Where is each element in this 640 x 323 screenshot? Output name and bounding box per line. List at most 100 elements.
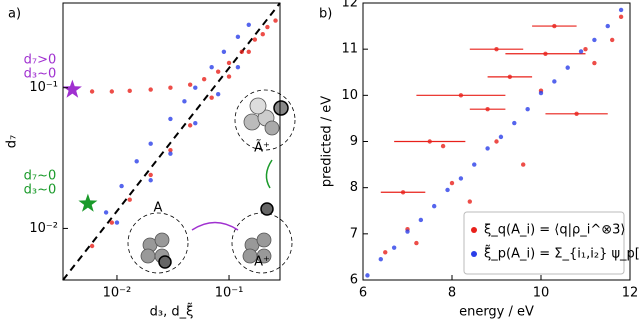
- x-axis-label: d₃, d_ξ̃: [150, 303, 194, 319]
- point: [209, 64, 214, 70]
- x-tick-label: 10⁻¹: [215, 286, 244, 301]
- point: [391, 245, 397, 250]
- plot-frame: [62, 2, 281, 281]
- arrow: [265, 159, 273, 189]
- point: [605, 23, 610, 29]
- y-tick-label: 10: [341, 88, 358, 103]
- point: [221, 49, 227, 54]
- point: [400, 190, 406, 195]
- point: [432, 203, 437, 209]
- point: [215, 69, 221, 74]
- point: [265, 24, 270, 30]
- annotation: d₃~0: [24, 67, 57, 82]
- point: [467, 199, 472, 204]
- point: [127, 197, 132, 202]
- point: [134, 159, 139, 164]
- point: [414, 240, 419, 246]
- point: [89, 243, 95, 249]
- point: [168, 147, 173, 153]
- point: [543, 51, 548, 56]
- point: [201, 76, 207, 82]
- point: [574, 111, 579, 117]
- point: [618, 7, 624, 13]
- point: [498, 134, 504, 140]
- panel-label: b): [319, 7, 332, 22]
- point: [168, 85, 173, 90]
- star-marker: [62, 79, 82, 98]
- point: [260, 32, 265, 37]
- point: [119, 183, 124, 189]
- legend-swatch: [471, 227, 477, 233]
- point: [193, 120, 198, 126]
- y-axis-label: d₇: [5, 135, 20, 148]
- point: [187, 82, 193, 87]
- point: [440, 143, 446, 149]
- point: [485, 146, 490, 151]
- point: [418, 217, 424, 223]
- point: [552, 79, 557, 84]
- point: [89, 89, 95, 94]
- point: [494, 139, 499, 144]
- point: [405, 229, 410, 234]
- y-tick-label: 12: [341, 0, 358, 11]
- x-tick-label: 6: [359, 286, 367, 301]
- point: [114, 220, 120, 225]
- point: [494, 46, 499, 52]
- diagonal: [62, 2, 281, 281]
- arrow: [191, 221, 239, 231]
- point: [109, 220, 115, 225]
- y-tick-label: 8: [350, 180, 358, 195]
- point: [507, 74, 513, 80]
- legend-label: ξ̃_p(A_i) = Σ_{i₁,i₂} ψ_p[|ρ_{i₁i₂}^⊗1⟩]: [484, 245, 640, 261]
- point: [148, 172, 153, 178]
- point: [209, 95, 214, 100]
- illustration: [127, 89, 296, 274]
- y-axis-label: predicted / eV: [320, 96, 335, 187]
- point: [427, 139, 432, 144]
- y-tick-label: 11: [341, 42, 358, 57]
- point: [215, 91, 221, 97]
- y-tick-label: 7: [350, 226, 358, 241]
- point: [187, 123, 193, 128]
- x-tick-label: 12: [622, 286, 639, 301]
- y-tick-label: 10⁻²: [29, 221, 58, 236]
- annotation: d₇~0: [24, 169, 57, 184]
- point: [252, 37, 258, 42]
- point: [445, 187, 450, 193]
- x-tick-label: 8: [448, 286, 456, 301]
- point: [168, 151, 173, 156]
- annotation: A⁺: [254, 255, 270, 270]
- point: [485, 106, 490, 112]
- point: [127, 88, 132, 94]
- y-tick-label: 6: [350, 273, 358, 288]
- point: [592, 60, 597, 66]
- point: [552, 23, 557, 29]
- point: [365, 273, 370, 278]
- point: [618, 14, 624, 20]
- panel-label: a): [8, 7, 21, 22]
- point: [610, 37, 615, 43]
- point: [226, 60, 232, 66]
- annotation: d₇>0: [24, 53, 57, 68]
- point: [239, 49, 244, 54]
- point: [583, 46, 588, 52]
- point: [193, 85, 198, 90]
- point: [449, 180, 455, 186]
- point: [525, 106, 530, 112]
- point: [378, 257, 383, 262]
- point: [246, 22, 251, 27]
- point: [235, 64, 241, 70]
- point: [168, 116, 173, 122]
- y-tick-label: 9: [350, 134, 358, 149]
- point: [235, 34, 241, 40]
- annotation: d₃~0: [24, 183, 57, 198]
- point: [226, 74, 232, 79]
- point: [383, 250, 388, 255]
- point: [103, 210, 109, 215]
- legend-label: ξ_q(A_i) = ⟨q|ρ_i^⊗3⟩: [484, 223, 626, 238]
- x-tick-label: 10: [533, 286, 550, 301]
- annotation: A: [154, 201, 163, 216]
- legend-box: [463, 211, 625, 275]
- point: [512, 120, 517, 126]
